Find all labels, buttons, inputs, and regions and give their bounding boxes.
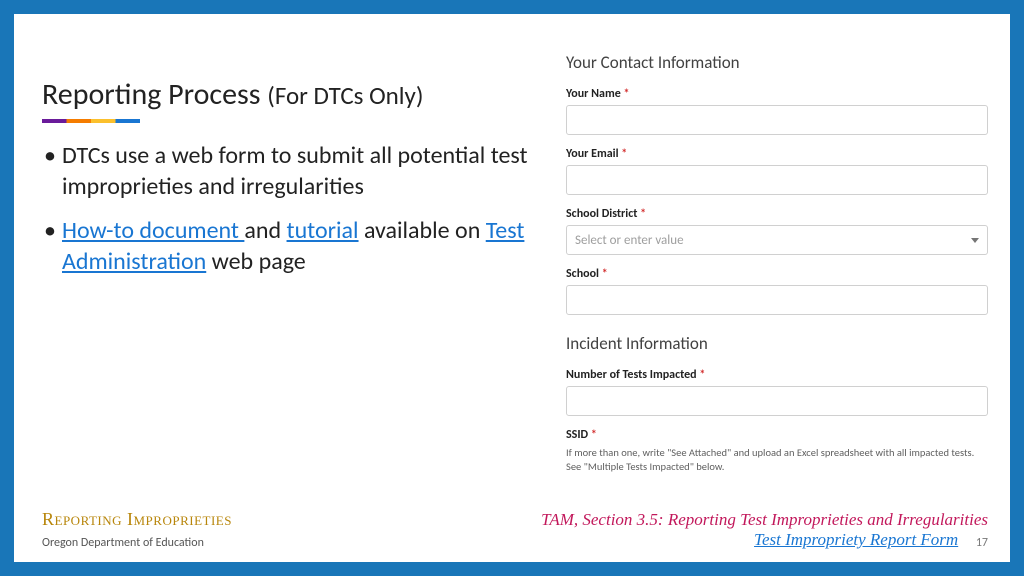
bullet-text: web page: [206, 247, 306, 276]
form-group-ssid: SSID * If more than one, write "See Atta…: [566, 428, 988, 473]
bullet-text: available on: [359, 216, 486, 245]
bullet-item: DTCs use a web form to submit all potent…: [42, 141, 552, 202]
required-marker: *: [591, 428, 597, 442]
slide-title-sub: (For DTCs Only): [267, 80, 423, 111]
name-label: Your Name *: [566, 87, 988, 101]
form-group-email: Your Email *: [566, 147, 988, 195]
required-marker: *: [621, 147, 627, 161]
footer-left: Reporting Improprieties Oregon Departmen…: [42, 509, 232, 550]
form-group-name: Your Name *: [566, 87, 988, 135]
district-label: School District *: [566, 207, 988, 221]
required-marker: *: [640, 207, 646, 221]
content-row: Reporting Process (For DTCs Only) DTCs u…: [42, 42, 988, 503]
label-text: Your Email: [566, 147, 619, 161]
form-section-title-incident: Incident Information: [566, 333, 988, 354]
label-text: Number of Tests Impacted: [566, 368, 697, 382]
required-marker: *: [699, 368, 705, 382]
bullet-text: and: [244, 216, 286, 245]
form-group-district: School District * Select or enter value: [566, 207, 988, 255]
school-field[interactable]: [566, 285, 988, 315]
form-group-school: School *: [566, 267, 988, 315]
form-group-tests: Number of Tests Impacted *: [566, 368, 988, 416]
slide-title: Reporting Process (For DTCs Only): [42, 76, 552, 113]
ssid-label: SSID *: [566, 428, 988, 442]
tam-link-row: Test Impropriety Report Form 17: [541, 530, 988, 550]
impropriety-form-link[interactable]: Test Impropriety Report Form: [754, 530, 958, 549]
howto-link[interactable]: How-to document: [62, 216, 244, 245]
email-field[interactable]: [566, 165, 988, 195]
slide-page: Reporting Process (For DTCs Only) DTCs u…: [14, 14, 1010, 562]
required-marker: *: [602, 267, 608, 281]
slide-title-main: Reporting Process: [42, 76, 267, 113]
name-field[interactable]: [566, 105, 988, 135]
chevron-down-icon: [971, 238, 979, 243]
label-text: School District: [566, 207, 637, 221]
tests-impacted-field[interactable]: [566, 386, 988, 416]
bullet-item: How-to document and tutorial available o…: [42, 216, 552, 277]
select-placeholder: Select or enter value: [575, 233, 684, 248]
form-section-title-contact: Your Contact Information: [566, 52, 988, 73]
tutorial-link[interactable]: tutorial: [287, 216, 359, 245]
school-label: School *: [566, 267, 988, 281]
district-select[interactable]: Select or enter value: [566, 225, 988, 255]
slide-frame: Reporting Process (For DTCs Only) DTCs u…: [0, 0, 1024, 576]
bullet-list: DTCs use a web form to submit all potent…: [42, 141, 552, 278]
email-label: Your Email *: [566, 147, 988, 161]
dept-name: Oregon Department of Education: [42, 536, 232, 550]
section-label: Reporting Improprieties: [42, 509, 232, 530]
tests-label: Number of Tests Impacted *: [566, 368, 988, 382]
label-text: School: [566, 267, 599, 281]
ssid-help-text: If more than one, write "See Attached" a…: [566, 446, 988, 473]
footer-right: TAM, Section 3.5: Reporting Test Impropr…: [541, 510, 988, 550]
footer-row: Reporting Improprieties Oregon Departmen…: [42, 503, 988, 550]
bullet-text: DTCs use a web form to submit all potent…: [62, 141, 528, 201]
label-text: SSID: [566, 428, 588, 442]
form-column: Your Contact Information Your Name * You…: [562, 42, 988, 503]
page-number: 17: [976, 536, 988, 550]
label-text: Your Name: [566, 87, 621, 101]
left-column: Reporting Process (For DTCs Only) DTCs u…: [42, 42, 562, 503]
tam-citation: TAM, Section 3.5: Reporting Test Impropr…: [541, 510, 988, 530]
required-marker: *: [624, 87, 630, 101]
title-underline: [42, 119, 140, 123]
